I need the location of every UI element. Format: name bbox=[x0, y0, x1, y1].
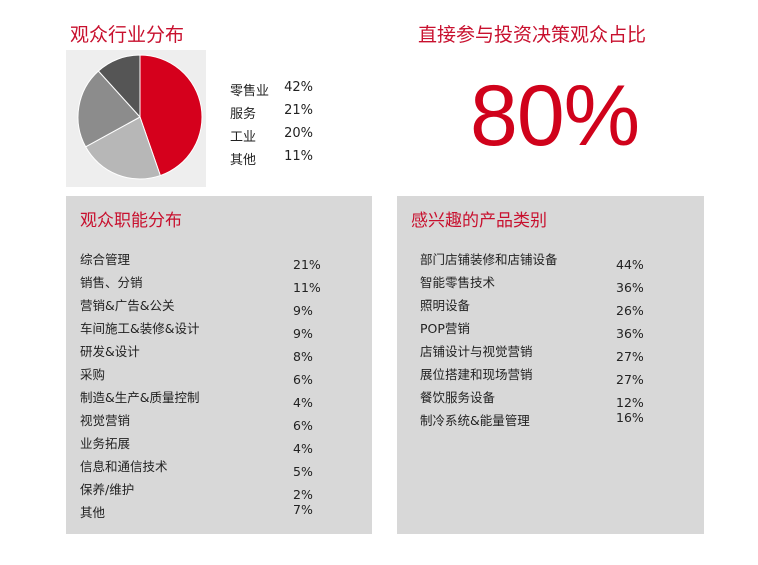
list-item-value: 12% bbox=[616, 395, 644, 410]
list-item-label: 智能零售技术 bbox=[420, 275, 496, 290]
list-item-value: 4% bbox=[293, 395, 313, 410]
legend-value: 11% bbox=[284, 149, 313, 164]
list-item-label: 销售、分销 bbox=[80, 275, 143, 290]
list-item-label: 车间施工&装修&设计 bbox=[80, 321, 200, 336]
list-item: 部门店铺装修和店铺设备 44% bbox=[420, 249, 690, 272]
pie-slice-1 bbox=[139, 54, 203, 177]
legend-value: 21% bbox=[284, 103, 313, 118]
list-item-label: 餐饮服务设备 bbox=[420, 390, 496, 405]
list-item-value: 7% bbox=[293, 502, 313, 517]
list-item-label: 制冷系统&能量管理 bbox=[420, 413, 530, 428]
legend-label: 工业 bbox=[230, 130, 257, 145]
list-item-value: 6% bbox=[293, 372, 313, 387]
product-panel-title: 感兴趣的产品类别 bbox=[411, 211, 547, 231]
list-item: 智能零售技术 36% bbox=[420, 272, 690, 295]
list-item: 照明设备 26% bbox=[420, 295, 690, 318]
product-list: 部门店铺装修和店铺设备 44% 智能零售技术 36% 照明设备 26% POP营销 36% 店铺… bbox=[420, 249, 690, 433]
legend-label: 零售业 bbox=[230, 84, 270, 99]
list-item-value: 9% bbox=[293, 303, 313, 318]
legend-label: 其他 bbox=[230, 153, 257, 168]
list-item: 信息和通信技术 5% bbox=[80, 456, 350, 479]
list-item: POP营销 36% bbox=[420, 318, 690, 341]
list-item-label: 其他 bbox=[80, 505, 106, 520]
list-item: 其他 7% bbox=[80, 502, 350, 525]
list-item-label: 保养/维护 bbox=[80, 482, 135, 497]
list-item-value: 2% bbox=[293, 487, 313, 502]
list-item-value: 36% bbox=[616, 280, 644, 295]
pie-svg bbox=[77, 54, 203, 180]
list-item-value: 26% bbox=[616, 303, 644, 318]
list-item-value: 5% bbox=[293, 464, 313, 479]
legend-label: 服务 bbox=[230, 107, 257, 122]
list-item-value: 9% bbox=[293, 326, 313, 341]
list-item: 销售、分销 11% bbox=[80, 272, 350, 295]
list-item-value: 16% bbox=[616, 410, 644, 425]
list-item: 制造&生产&质量控制 4% bbox=[80, 387, 350, 410]
pie-slice-4 bbox=[97, 54, 141, 119]
list-item: 业务拓展 4% bbox=[80, 433, 350, 456]
list-item-label: POP营销 bbox=[420, 321, 470, 336]
list-item-label: 研发&设计 bbox=[80, 344, 140, 359]
legend-item: 服务 21% bbox=[230, 103, 313, 126]
list-item-value: 21% bbox=[293, 257, 321, 272]
list-item: 制冷系统&能量管理 16% bbox=[420, 410, 690, 433]
list-item-label: 展位搭建和现场营销 bbox=[420, 367, 533, 382]
list-item-value: 6% bbox=[293, 418, 313, 433]
legend-value: 42% bbox=[284, 80, 313, 95]
list-item: 视觉营销 6% bbox=[80, 410, 350, 433]
pie-slice-3 bbox=[77, 70, 141, 148]
list-item-value: 8% bbox=[293, 349, 313, 364]
industry-chart-title: 观众行业分布 bbox=[70, 24, 185, 46]
product-panel: 感兴趣的产品类别 部门店铺装修和店铺设备 44% 智能零售技术 36% 照明设备 26% P… bbox=[397, 196, 704, 534]
list-item-label: 部门店铺装修和店铺设备 bbox=[420, 252, 558, 267]
legend-item: 工业 20% bbox=[230, 126, 313, 149]
list-item: 研发&设计 8% bbox=[80, 341, 350, 364]
list-item-label: 视觉营销 bbox=[80, 413, 131, 428]
function-panel-title: 观众职能分布 bbox=[80, 211, 182, 231]
list-item-label: 信息和通信技术 bbox=[80, 459, 168, 474]
list-item-label: 综合管理 bbox=[80, 252, 131, 267]
list-item: 车间施工&装修&设计 9% bbox=[80, 318, 350, 341]
list-item: 保养/维护 2% bbox=[80, 479, 350, 502]
list-item-value: 11% bbox=[293, 280, 321, 295]
list-item: 营销&广告&公关 9% bbox=[80, 295, 350, 318]
list-item: 店铺设计与视觉营销 27% bbox=[420, 341, 690, 364]
list-item-label: 店铺设计与视觉营销 bbox=[420, 344, 533, 359]
direct-decision-title: 直接参与投资决策观众占比 bbox=[418, 24, 647, 46]
list-item: 展位搭建和现场营销 27% bbox=[420, 364, 690, 387]
pie-slice-2 bbox=[84, 116, 161, 180]
industry-pie-chart bbox=[66, 50, 206, 187]
list-item-label: 营销&广告&公关 bbox=[80, 298, 175, 313]
function-panel: 观众职能分布 综合管理 21% 销售、分销 11% 营销&广告&公关 9% 车间施工&装修&… bbox=[66, 196, 372, 534]
list-item: 综合管理 21% bbox=[80, 249, 350, 272]
function-list: 综合管理 21% 销售、分销 11% 营销&广告&公关 9% 车间施工&装修&设计 9% 研发&… bbox=[80, 249, 350, 525]
list-item-value: 36% bbox=[616, 326, 644, 341]
legend-item: 零售业 42% bbox=[230, 80, 313, 103]
legend-value: 20% bbox=[284, 126, 313, 141]
pie-legend: 零售业 42% 服务 21% 工业 20% 其他 11% bbox=[230, 80, 313, 172]
direct-decision-percent: 80% bbox=[470, 68, 640, 164]
list-item-label: 制造&生产&质量控制 bbox=[80, 390, 200, 405]
list-item: 采购 6% bbox=[80, 364, 350, 387]
list-item-label: 采购 bbox=[80, 367, 106, 382]
list-item-value: 4% bbox=[293, 441, 313, 456]
list-item-label: 业务拓展 bbox=[80, 436, 131, 451]
list-item-value: 44% bbox=[616, 257, 644, 272]
list-item-label: 照明设备 bbox=[420, 298, 471, 313]
legend-item: 其他 11% bbox=[230, 149, 313, 172]
list-item-value: 27% bbox=[616, 349, 644, 364]
list-item-value: 27% bbox=[616, 372, 644, 387]
list-item: 餐饮服务设备 12% bbox=[420, 387, 690, 410]
